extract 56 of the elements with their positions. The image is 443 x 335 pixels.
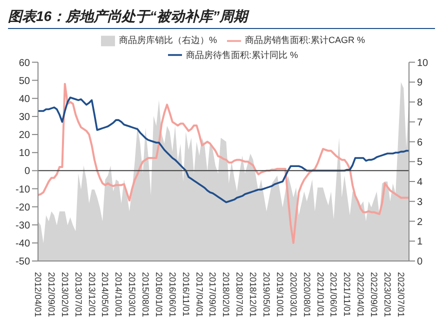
y-tick-label: 0 — [24, 166, 30, 178]
y2-tick-label: 6 — [417, 137, 423, 148]
x-tick-label: 2016/11/01 — [180, 272, 191, 316]
y2-tick-label: 0 — [417, 256, 423, 268]
y-tick-label: 20 — [18, 130, 30, 142]
x-tick-label: 2015/08/01 — [140, 272, 151, 318]
y2-tick-label: 3 — [417, 196, 423, 208]
x-tick-label: 2012/04/01 — [33, 272, 43, 318]
x-tick-label: 2020/03/01 — [288, 272, 298, 318]
y-tick-label: -40 — [16, 238, 30, 250]
x-tick-label: 2018/02/01 — [221, 272, 232, 318]
x-tick-label: 2016/06/01 — [167, 272, 178, 318]
x-tick-label: 2019/10/01 — [274, 272, 285, 318]
y-tick-label: -10 — [16, 184, 30, 196]
y2-tick-label: 9 — [417, 78, 423, 89]
x-tick-label: 2017/09/01 — [208, 272, 218, 318]
x-tick-label: 2015/03/01 — [127, 272, 138, 318]
x-tick-label: 2018/07/01 — [234, 272, 245, 318]
y2-tick-label: 7 — [417, 117, 423, 128]
x-tick-label: 2021/11/01 — [342, 272, 352, 316]
x-tick-label: 2012/09/01 — [46, 272, 56, 318]
y2-tick-label: 5 — [417, 157, 423, 168]
line-series — [38, 96, 409, 204]
x-tick-label: 2014/05/01 — [100, 272, 110, 318]
y2-tick-label: 2 — [417, 216, 423, 228]
x-tick-label: 2013/02/01 — [60, 272, 70, 318]
x-tick-label: 2021/06/01 — [328, 272, 339, 318]
x-tick-label: 2014/10/01 — [114, 272, 124, 318]
y2-tick-label: 1 — [417, 236, 423, 248]
x-tick-label: 2022/09/01 — [369, 272, 380, 318]
x-tick-label: 2023/02/01 — [382, 272, 392, 318]
chart-title: 图表16：房地产尚处于“被动补库”周期 — [8, 8, 435, 29]
y-tick-label: 30 — [18, 112, 30, 124]
x-tick-label: 2016/01/01 — [154, 272, 164, 318]
legend-label: 商品房待售面积:累计同比 % — [186, 50, 298, 60]
x-tick-label: 2023/07/01 — [396, 272, 406, 318]
y-tick-label: 40 — [18, 94, 30, 105]
x-tick-label: 2018/12/01 — [248, 272, 258, 318]
legend-label: 商品房销售面积:累计CAGR % — [245, 35, 366, 45]
x-tick-label: 2013/07/01 — [73, 272, 84, 318]
legend-label: 商品房库销比（右边）% — [118, 35, 217, 45]
x-tick-label: 2022/04/01 — [356, 272, 366, 318]
y-tick-label: 10 — [18, 148, 30, 160]
y-tick-label: 60 — [18, 58, 30, 69]
y2-tick-label: 4 — [417, 177, 423, 188]
x-tick-label: 2021/01/01 — [315, 272, 326, 318]
y2-tick-label: 10 — [417, 58, 429, 69]
y-tick-label: -30 — [16, 220, 30, 232]
x-tick-label: 2019/05/01 — [262, 272, 272, 318]
y2-tick-label: 8 — [417, 98, 423, 109]
x-tick-label: 2013/12/01 — [86, 272, 97, 318]
y-tick-label: 50 — [18, 76, 30, 87]
y-tick-label: -20 — [16, 202, 30, 214]
x-tick-label: 2017/04/01 — [194, 272, 204, 318]
y-tick-label: -50 — [16, 256, 30, 268]
x-tick-label: 2020/08/01 — [302, 272, 312, 318]
